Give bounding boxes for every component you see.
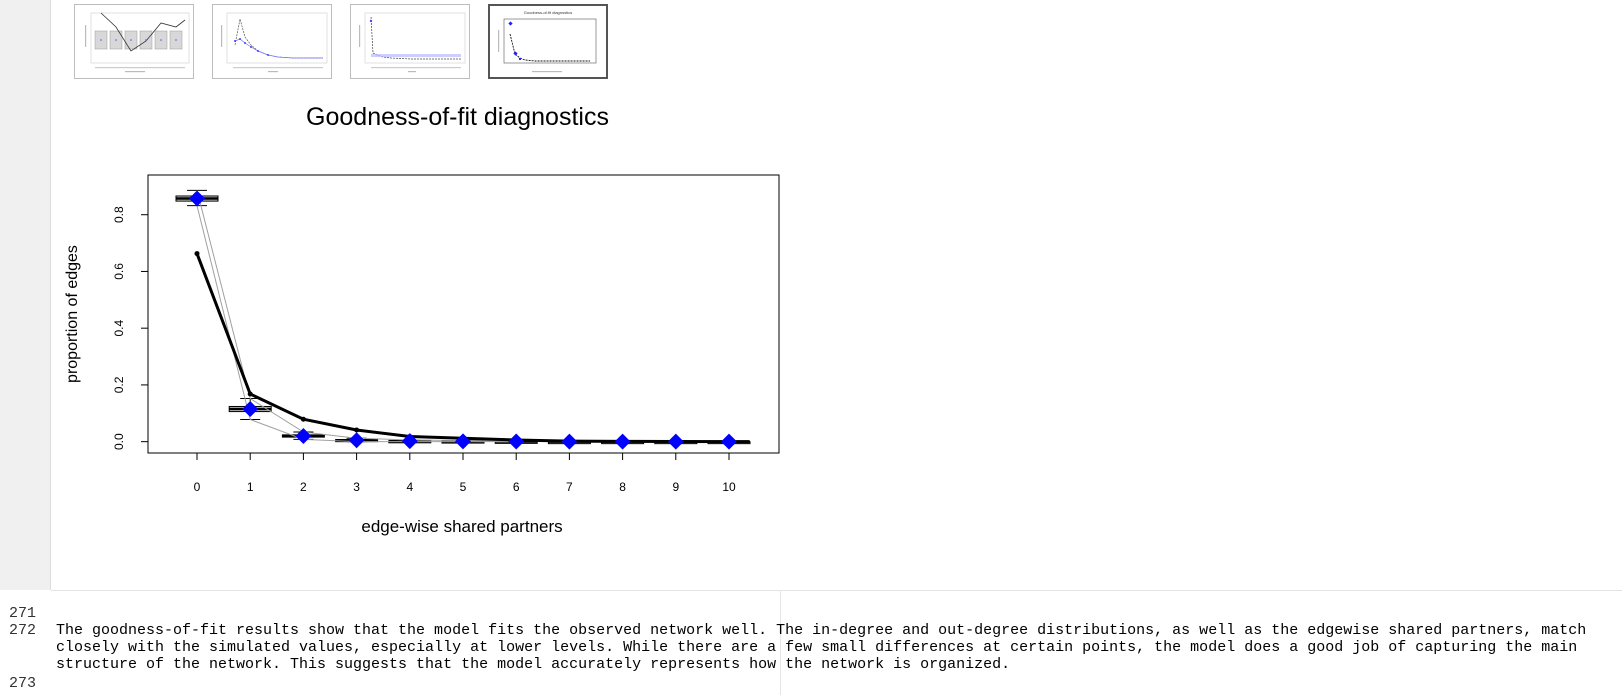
x-tick-label: 7 xyxy=(566,480,573,494)
x-tick-label: 1 xyxy=(247,480,254,494)
chunk-output-area xyxy=(51,0,1622,590)
line-number: 272 xyxy=(9,622,37,639)
plot-thumbnail-2[interactable] xyxy=(212,4,332,79)
observed-line xyxy=(195,253,730,444)
editor-line[interactable]: structure of the network. This suggests … xyxy=(56,656,1011,673)
x-tick-label: 5 xyxy=(460,480,467,494)
thumbnail-caption: Goodness-of-fit diagnostics xyxy=(524,10,572,15)
x-tick-label: 4 xyxy=(406,480,413,494)
text-editor[interactable]: 271 272 The goodness-of-fit results show… xyxy=(0,605,1622,695)
y-tick-label: 0.2 xyxy=(112,376,126,393)
thumbnail-gof-plot-icon: Goodness-of-fit diagnostics xyxy=(498,10,597,73)
plot-thumbnail-4-selected[interactable]: Goodness-of-fit diagnostics xyxy=(488,4,608,79)
observed-point xyxy=(247,391,253,397)
plot-thumbnail-3[interactable] xyxy=(350,4,470,79)
thumbnail-degree-plot-icon xyxy=(359,12,466,73)
gof-chart: 0 1 2 3 4 5 6 7 8 9 10 0.0 0.2 0.4 0.6 0.8 edge-wise sha… xyxy=(64,174,780,536)
plot-title: Goodness-of-fit diagnostics xyxy=(306,103,609,131)
x-tick-label: 3 xyxy=(353,480,360,494)
simulated-mean-point xyxy=(295,427,312,444)
x-tick-label: 9 xyxy=(672,480,679,494)
observed-point xyxy=(194,251,200,257)
y-tick-label: 0.6 xyxy=(112,263,126,280)
editor-margin-guide xyxy=(780,590,781,695)
simulated-mean-point xyxy=(455,433,471,450)
thumbnail-degree-plot-icon xyxy=(221,12,328,73)
simulated-mean-point xyxy=(614,433,631,450)
editor-line[interactable]: closely with the simulated values, espec… xyxy=(56,639,1578,656)
y-tick-label: 0.4 xyxy=(112,320,126,337)
editor-line[interactable]: The goodness-of-fit results show that th… xyxy=(56,622,1587,639)
simulated-mean-point xyxy=(401,433,418,450)
y-tick-label: 0.0 xyxy=(112,433,126,450)
x-tick-label: 8 xyxy=(619,480,626,494)
output-separator xyxy=(51,590,1622,591)
y-axis-label: proportion of edges xyxy=(64,245,81,383)
observed-point xyxy=(300,416,306,422)
simulated-mean-point xyxy=(189,190,205,207)
x-tick-label: 6 xyxy=(513,480,520,494)
plot-thumbnail-1[interactable] xyxy=(74,4,194,79)
x-tick-label: 2 xyxy=(300,480,307,494)
line-number: 273 xyxy=(9,675,37,692)
quantile-line xyxy=(196,190,517,442)
line-number: 271 xyxy=(9,605,37,622)
simulated-mean-point xyxy=(721,433,737,450)
thumbnail-boxplot-icon xyxy=(85,12,190,73)
simulated-mean-point xyxy=(667,433,684,450)
observed-point xyxy=(354,427,360,433)
x-tick-label: 0 xyxy=(194,480,201,494)
x-tick-label: 10 xyxy=(722,480,736,494)
simulated-mean-point xyxy=(508,433,525,450)
simulated-mean-point xyxy=(242,401,259,418)
simulated-mean-point xyxy=(348,432,365,449)
y-tick-label: 0.8 xyxy=(112,206,126,223)
x-axis-label: edge-wise shared partners xyxy=(361,517,562,536)
chunk-output-gutter xyxy=(0,0,51,590)
simulated-mean-point xyxy=(561,433,578,450)
